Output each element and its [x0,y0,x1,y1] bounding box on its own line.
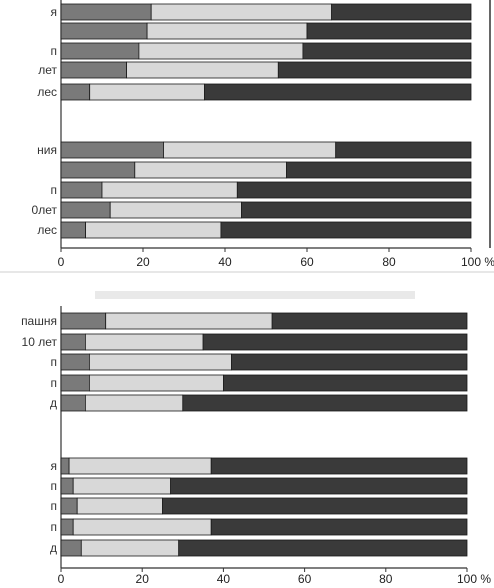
chart1-group1-bar2-segment2 [146,22,308,40]
chart2-group2-bar4-segment1 [60,518,74,536]
chart2-group1-bar3-segment1 [60,353,90,371]
chart1-group2-bar2-segment1 [60,161,136,179]
chart2-group2-bar4-segment3 [210,518,468,536]
chart2-group2-bar3-segment1 [60,497,78,515]
chart2-group2-category-label-3: п [51,499,58,513]
chart1-group1-bar4-segment2 [126,61,279,79]
chart2-group1-bar4-segment1 [60,374,90,392]
chart1-x-tick-label-80: 80 [382,255,396,269]
chart1-group1-bar3-segment1 [60,42,140,60]
chart2-group1-category-label-2: 10 лет [22,335,58,349]
chart2-group1-bar5-segment1 [60,394,86,412]
chart1-group1-bar1-segment3 [331,3,472,21]
chart2-group1-bar3-segment3 [231,353,468,371]
chart2-group1-category-label-1: пашня [21,314,57,328]
chart2-x-tick-label-80: 80 [379,572,393,586]
chart1-group1-bar5-segment2 [89,83,205,101]
chart2-group2-bar5-segment1 [60,539,82,557]
chart1-group2-category-label-3: п [51,183,58,197]
chart1-group2-category-label-5: лес [37,223,57,237]
chart2-group2-bar1-segment3 [210,457,468,475]
chart2-group1-bar1-segment2 [105,312,273,330]
chart2-group2-bar4-segment2 [72,518,212,536]
chart2-group2-bar1-segment1 [60,457,70,475]
chart2-group2-bar3-segment3 [162,497,468,515]
chart2-group1-category-label-5: д [50,396,57,410]
chart1-group2-bar4-segment2 [109,201,242,219]
chart2-group2-category-label-1: я [51,459,58,473]
chart1-group2-bar5-segment3 [220,221,472,239]
chart2-x-tick-label-40: 40 [217,572,231,586]
chart2-group1-bar2-segment3 [202,333,468,351]
chart2-group1-bar3-segment2 [89,353,232,371]
chart2-group1-category-label-3: п [51,355,58,369]
chart1-group2-bar3-segment1 [60,181,103,199]
chart1-group2-bar4-segment3 [240,201,472,219]
chart1-group1-bar4-segment1 [60,61,127,79]
chart1-x-tick-label-0: 0 [58,255,65,269]
chart2-x-tick-label-60: 60 [298,572,312,586]
chart2-group2-bar2-segment2 [72,477,171,495]
chart1-group1-bar5-segment3 [204,83,472,101]
chart1-group2-bar1-segment1 [60,141,164,159]
chart2-group1-bar2-segment2 [85,333,204,351]
chart1-group2-bar1-segment3 [335,141,472,159]
chart2-group2-bar3-segment2 [76,497,163,515]
chart1-group1-bar2-segment3 [306,22,472,40]
chart2-group1-bar1-segment1 [60,312,107,330]
chart1-group1-bar1-segment1 [60,3,152,21]
chart2-x-tick-label-100: 100 % [457,572,491,586]
chart2-x-tick-label-0: 0 [58,572,65,586]
chart1-x-tick-label-40: 40 [218,255,232,269]
chart2-group2-bar5-segment3 [178,539,468,557]
chart2-group2-category-label-4: п [51,520,58,534]
chart2-group2-bar2-segment3 [170,477,468,495]
chart2-group1-bar1-segment3 [271,312,468,330]
chart1-x-tick-label-20: 20 [136,255,150,269]
chart2-group2-bar2-segment1 [60,477,74,495]
chart1-group1-category-label-1: я [51,5,58,19]
chart2-group2-category-label-5: д [50,541,57,555]
chart1-group1-bar5-segment1 [60,83,91,101]
chart1-group2-bar5-segment2 [85,221,222,239]
chart2-x-tick-label-20: 20 [136,572,150,586]
chart2-group1-category-label-4: п [51,376,58,390]
chart1-x-tick-label-60: 60 [300,255,314,269]
chart2-group1-bar4-segment3 [222,374,468,392]
chart1-group1-bar2-segment1 [60,22,148,40]
chart1-group1-bar3-segment2 [138,42,304,60]
chart2-group1-bar5-segment3 [182,394,468,412]
chart1-group1-category-label-5: лес [37,85,57,99]
chart1-group2-bar4-segment1 [60,201,111,219]
chart2-group1-bar5-segment2 [85,394,184,412]
chart1-group1-bar3-segment3 [302,42,472,60]
chart1-group2-bar3-segment2 [101,181,238,199]
chart1-group2-bar1-segment2 [163,141,337,159]
chart1-group2-category-label-1: ния [37,143,57,157]
chart1-group2-bar5-segment1 [60,221,87,239]
chart2-group1-bar4-segment2 [89,374,224,392]
chart1-x-tick-label-100: 100 % [461,255,494,269]
chart2-group2-category-label-2: п [51,479,58,493]
chart2-group2-bar1-segment2 [68,457,212,475]
chart2-group2-bar5-segment2 [80,539,180,557]
bottom-panel-header-blur [95,291,415,299]
chart1-group2-bar2-segment3 [286,161,472,179]
chart1-group1-category-label-3: п [51,44,58,58]
chart1-group2-bar2-segment2 [134,161,287,179]
chart1-group1-bar4-segment3 [277,61,472,79]
chart1-group2-bar3-segment3 [236,181,472,199]
chart1-group2-category-label-4: 0лет [32,203,58,217]
chart1-group1-bar1-segment2 [150,3,332,21]
chart1-group1-category-label-4: лет [38,63,57,77]
chart2-group1-bar2-segment1 [60,333,86,351]
